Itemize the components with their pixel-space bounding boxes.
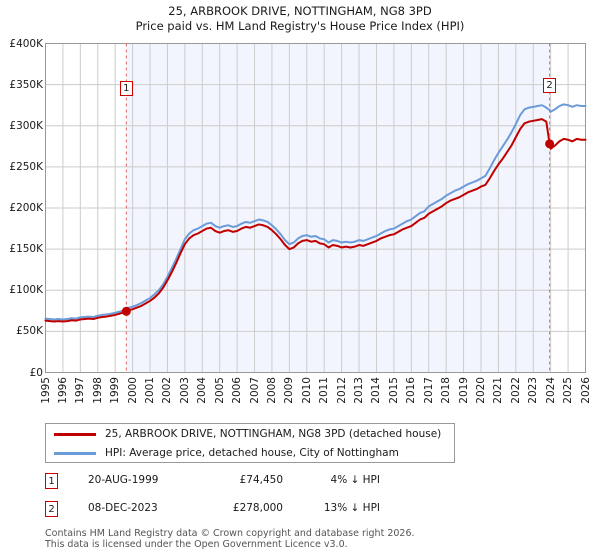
transaction-price: £74,450 [239,474,283,486]
y-axis-tick-label: £0 [29,366,43,379]
y-axis-tick-label: £100K [9,284,43,297]
sale-point-marker [545,139,555,149]
price-history-chart: £0 £50K £100K £150K £200K £250K £300K £350K £400… [9,37,592,404]
x-axis-tick-label: 2016 [405,376,418,404]
transaction-row: 1 20-AUG-1999 £74,450 4% ↓ HPI [45,472,475,492]
x-axis-tick-label: 2008 [265,376,278,404]
x-axis-tick-label: 1997 [74,376,87,404]
x-axis-tick-label: 2022 [509,376,522,404]
x-axis-tick-label: 2001 [144,376,157,404]
transaction-row: 2 08-DEC-2023 £278,000 13% ↓ HPI [45,500,475,520]
chart-annotation-marker: 1 [119,81,133,96]
transaction-price: £278,000 [232,502,283,514]
transaction-index-badge: 2 [45,501,58,517]
x-axis-tick-label: 2024 [544,376,557,404]
transaction-date: 08-DEC-2023 [88,502,158,514]
y-axis-tick-label: £250K [9,160,43,173]
x-axis-tick-label: 2021 [492,376,505,404]
x-axis-tick-label: 2017 [422,376,435,404]
chart-canvas [44,43,587,373]
chart-annotation-marker: 2 [543,78,557,93]
transaction-date: 20-AUG-1999 [88,474,159,486]
x-axis-tick-label: 2003 [178,376,191,404]
y-axis-tick-label: £50K [16,325,43,338]
transaction-hpi-delta: 13% ↓ HPI [323,502,380,514]
y-axis-tick-label: £350K [9,78,43,91]
title-line-2: Price paid vs. HM Land Registry's House … [135,19,465,33]
legend-swatch-property [54,432,96,436]
x-axis-tick-label: 2004 [196,376,209,404]
x-axis-tick-label: 2005 [213,376,226,404]
series-line-hpi [44,103,587,321]
legend-item-hpi: HPI: Average price, detached house, City… [46,443,454,463]
x-axis-tick-label: 2019 [457,376,470,404]
x-axis-tick-label: 2002 [161,376,174,404]
x-axis-tick-label: 2018 [440,376,453,404]
x-axis-tick-label: 1998 [91,376,104,404]
y-axis-tick-label: £200K [9,202,43,214]
x-axis-tick-label: 2010 [300,376,313,404]
legend-item-property: 25, ARBROOK DRIVE, NOTTINGHAM, NG8 3PD (… [46,424,454,444]
x-axis-tick-label: 2000 [126,376,139,404]
x-axis-tick-label: 2006 [231,376,244,404]
footer-attribution: Contains HM Land Registry data © Crown c… [45,528,585,550]
footer-line-1: Contains HM Land Registry data © Crown c… [45,528,415,539]
x-axis-tick-label: 2023 [527,376,540,404]
sale-point-marker [121,306,131,316]
legend-label-hpi: HPI: Average price, detached house, City… [105,447,399,459]
x-axis-tick-label: 2015 [387,376,400,404]
x-axis-tick-label: 2012 [335,376,348,404]
y-axis-tick-label: £150K [9,243,43,256]
transaction-hpi-delta: 4% ↓ HPI [330,474,380,486]
legend-label-property: 25, ARBROOK DRIVE, NOTTINGHAM, NG8 3PD (… [105,428,442,440]
y-axis-tick-label: £300K [9,119,43,132]
y-axis-tick-label: £400K [9,37,43,50]
footer-line-2: This data is licensed under the Open Gov… [45,539,348,550]
transaction-index-badge: 1 [45,473,58,489]
title-line-1: 25, ARBROOK DRIVE, NOTTINGHAM, NG8 3PD [168,4,432,18]
plot-border [45,43,586,373]
x-axis-tick-label: 2007 [248,376,261,404]
x-axis-tick-label: 2011 [318,376,331,404]
x-axis-tick-label: 2009 [283,376,296,404]
x-axis-tick-label: 2025 [562,376,575,404]
x-axis-tick-label: 1995 [39,376,52,404]
x-axis-tick-label: 2020 [474,376,487,404]
x-axis-tick-label: 2026 [579,376,592,404]
x-axis-tick-label: 2014 [370,376,383,404]
page-title: 25, ARBROOK DRIVE, NOTTINGHAM, NG8 3PD P… [0,4,600,34]
x-axis-tick-label: 1999 [109,376,122,404]
x-axis-tick-label: 2013 [353,376,366,404]
series-line-property [44,118,587,323]
chart-legend: 25, ARBROOK DRIVE, NOTTINGHAM, NG8 3PD (… [45,423,455,463]
x-axis-tick-label: 1996 [56,376,69,404]
legend-swatch-hpi [54,451,96,455]
